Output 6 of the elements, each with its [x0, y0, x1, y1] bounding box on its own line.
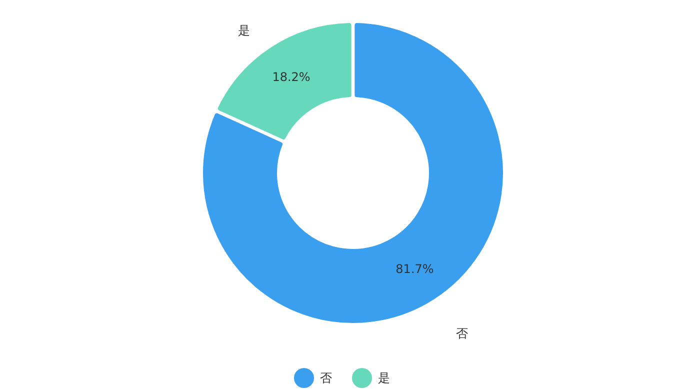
slice-label: 否: [456, 326, 468, 340]
slice-label: 是: [238, 24, 250, 38]
legend-label: 是: [378, 371, 390, 385]
data-label: 81.7%: [396, 262, 434, 276]
data-label: 18.2%: [272, 70, 310, 84]
legend-label: 否: [320, 371, 332, 385]
